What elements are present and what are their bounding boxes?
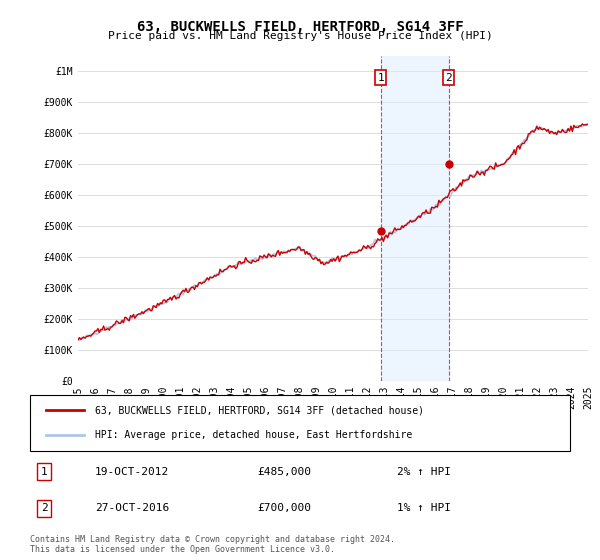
Text: HPI: Average price, detached house, East Hertfordshire: HPI: Average price, detached house, East… [95,430,412,440]
Text: £700,000: £700,000 [257,503,311,513]
FancyBboxPatch shape [30,395,570,451]
Text: Contains HM Land Registry data © Crown copyright and database right 2024.
This d: Contains HM Land Registry data © Crown c… [30,535,395,554]
Text: 2: 2 [445,73,452,83]
Text: 27-OCT-2016: 27-OCT-2016 [95,503,169,513]
Text: 2: 2 [41,503,47,513]
Text: 1% ↑ HPI: 1% ↑ HPI [397,503,451,513]
Text: 63, BUCKWELLS FIELD, HERTFORD, SG14 3FF: 63, BUCKWELLS FIELD, HERTFORD, SG14 3FF [137,20,463,34]
Bar [380,56,449,381]
Text: Price paid vs. HM Land Registry's House Price Index (HPI): Price paid vs. HM Land Registry's House … [107,31,493,41]
Text: 1: 1 [41,467,47,477]
Text: 19-OCT-2012: 19-OCT-2012 [95,467,169,477]
Text: £485,000: £485,000 [257,467,311,477]
Text: 1: 1 [377,73,384,83]
Text: 2% ↑ HPI: 2% ↑ HPI [397,467,451,477]
Text: 63, BUCKWELLS FIELD, HERTFORD, SG14 3FF (detached house): 63, BUCKWELLS FIELD, HERTFORD, SG14 3FF … [95,405,424,416]
